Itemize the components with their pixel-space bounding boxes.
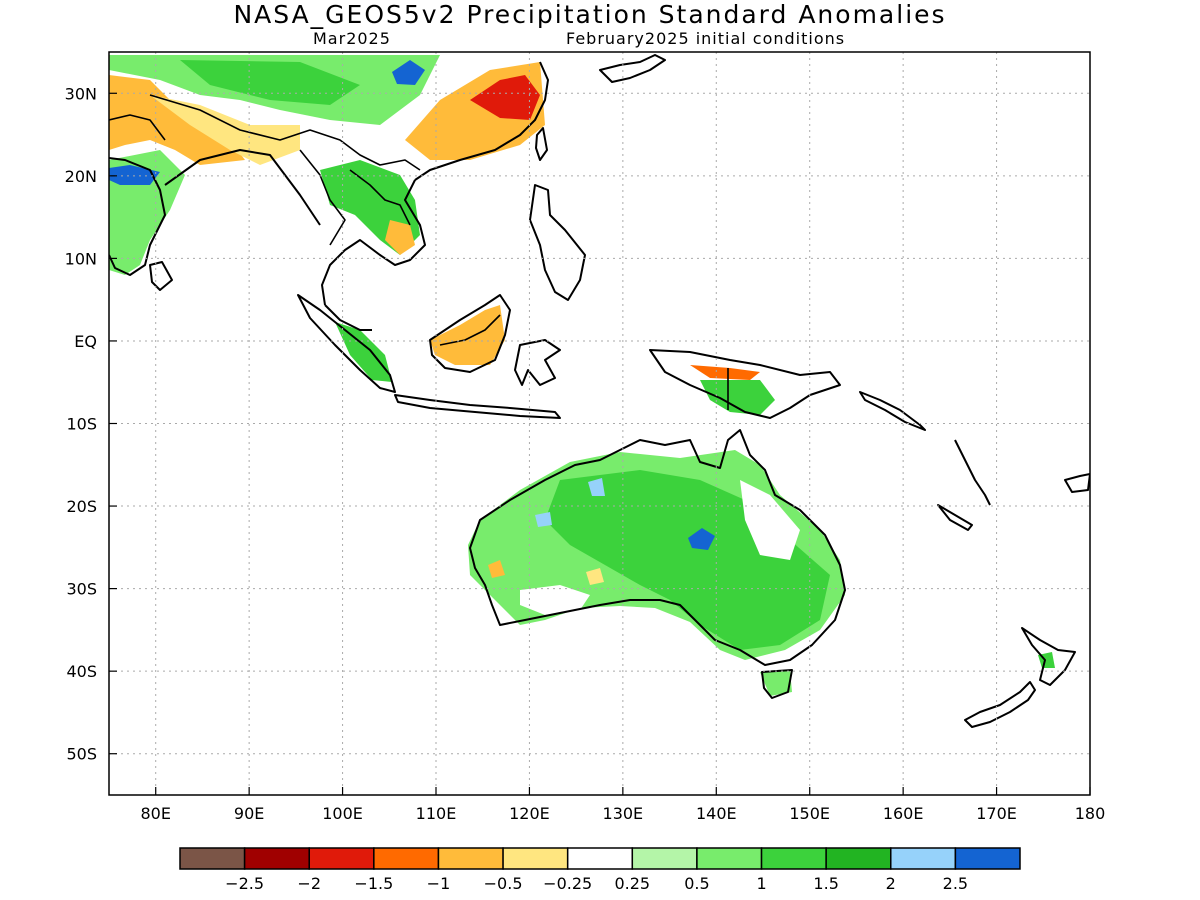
anomaly-tasmania-wet bbox=[760, 670, 792, 696]
anomaly-australia-dry-spot-1 bbox=[488, 560, 505, 578]
colorbar-swatch bbox=[373, 847, 440, 870]
latitude-tick-label: 10S bbox=[66, 415, 97, 434]
anomaly-australia-neutral bbox=[740, 480, 800, 560]
ocean-background bbox=[109, 52, 1090, 795]
colorbar-swatch bbox=[179, 847, 246, 870]
anomaly-australia-wet-spot-center bbox=[688, 528, 715, 550]
border-myanmar bbox=[299, 149, 346, 246]
longitude-tick-label: 180 bbox=[1075, 804, 1106, 823]
colorbar-label: −2.5 bbox=[225, 874, 264, 893]
colorbar: −2.5 −2 −1.5 −1 −0.5 −0.25 0.25 0.5 1 1.5 2 2.5 bbox=[179, 847, 1021, 893]
latitude-tick-label: 50S bbox=[66, 745, 97, 764]
latitude-tick-label: 30N bbox=[65, 84, 97, 103]
coastline-sri-lanka bbox=[149, 261, 173, 291]
longitude-tick-label: 150E bbox=[789, 804, 830, 823]
coastline-india bbox=[109, 157, 166, 276]
colorbar-swatch bbox=[437, 847, 504, 870]
colorbar-swatch bbox=[825, 847, 892, 870]
anomaly-east-china-very-dry bbox=[470, 75, 540, 120]
coastline-philippines bbox=[529, 184, 586, 301]
longitude-tick-label: 90E bbox=[234, 804, 264, 823]
longitude-tick-label: 140E bbox=[696, 804, 737, 823]
latitude-tick-label: 30S bbox=[66, 580, 97, 599]
longitude-tick-label: 120E bbox=[509, 804, 550, 823]
map-title: NASA_GEOS5v2 Precipitation Standard Anom… bbox=[233, 0, 947, 29]
anomaly-new-guinea-wet bbox=[700, 380, 775, 415]
longitude-axis: 80E 90E 100E 110E 120E 130E 140E 150E 160E 170E 18… bbox=[140, 787, 1105, 823]
border-india-west bbox=[109, 114, 166, 141]
coastline-sumatra bbox=[297, 294, 396, 393]
anomaly-tibet-wet-spot bbox=[392, 60, 425, 85]
gridlines bbox=[109, 52, 1090, 795]
latitude-tick-label: 40S bbox=[66, 662, 97, 681]
anomaly-india-dry bbox=[109, 75, 245, 165]
colorbar-swatch bbox=[308, 847, 375, 870]
colorbar-label: −0.5 bbox=[484, 874, 523, 893]
map-content bbox=[109, 52, 1090, 795]
coastline-borneo bbox=[429, 294, 511, 373]
colorbar-label: 0.5 bbox=[684, 874, 709, 893]
forecast-month: Mar2025 bbox=[313, 29, 391, 48]
colorbar-label: 2 bbox=[886, 874, 896, 893]
anomaly-sumatra-wet bbox=[335, 322, 392, 382]
coastline-australia bbox=[469, 429, 846, 666]
longitude-tick-label: 170E bbox=[976, 804, 1017, 823]
latitude-tick-label: 20N bbox=[65, 167, 97, 186]
colorbar-label: −1.5 bbox=[354, 874, 393, 893]
colorbar-label: 1.5 bbox=[813, 874, 838, 893]
coastline-new-caledonia bbox=[937, 504, 973, 531]
colorbar-swatch bbox=[566, 847, 634, 870]
anomaly-australia-wet-spot-west bbox=[535, 512, 552, 527]
coastline-vanuatu bbox=[954, 439, 991, 506]
coastline-new-zealand-south bbox=[964, 681, 1036, 728]
anomaly-new-guinea-dry bbox=[690, 365, 760, 380]
colorbar-label: 0.25 bbox=[614, 874, 650, 893]
longitude-tick-label: 160E bbox=[883, 804, 924, 823]
colorbar-swatch bbox=[243, 847, 310, 870]
coastline-sulawesi bbox=[514, 339, 561, 386]
coastline-taiwan bbox=[535, 127, 548, 161]
border-himalaya bbox=[149, 94, 421, 171]
latitude-tick-label: 10N bbox=[65, 249, 97, 268]
anomaly-himalaya-dry bbox=[150, 95, 300, 165]
longitude-tick-label: 130E bbox=[603, 804, 644, 823]
colorbar-label: −2 bbox=[297, 874, 321, 893]
anomaly-indochina-dry bbox=[385, 220, 415, 255]
latitude-tick-label: 20S bbox=[66, 497, 97, 516]
coastline-fiji bbox=[1064, 473, 1090, 493]
latitude-tick-label: EQ bbox=[74, 332, 97, 351]
anomaly-borneo-dry bbox=[430, 305, 505, 365]
colorbar-swatch bbox=[890, 847, 957, 870]
colorbar-swatch bbox=[954, 847, 1021, 870]
border-borneo bbox=[439, 314, 501, 346]
initial-conditions: February2025 initial conditions bbox=[566, 29, 846, 48]
coastline-china-east bbox=[414, 61, 549, 181]
anomaly-australia-wet-spot-north bbox=[588, 478, 605, 496]
colorbar-swatch bbox=[696, 847, 763, 870]
colorbar-label: −1 bbox=[427, 874, 451, 893]
colorbar-label: 1 bbox=[756, 874, 766, 893]
colorbar-swatch bbox=[502, 847, 569, 870]
coastline-malay bbox=[324, 304, 372, 331]
longitude-tick-label: 110E bbox=[416, 804, 457, 823]
coastline-indochina bbox=[321, 179, 426, 306]
anomaly-australia-neutral-sw bbox=[520, 585, 590, 615]
longitude-tick-label: 80E bbox=[140, 804, 170, 823]
colorbar-label: −0.25 bbox=[543, 874, 592, 893]
anomaly-australia-dry-spot-2 bbox=[586, 568, 604, 585]
colorbar-swatch bbox=[631, 847, 698, 870]
coastline-bay-of-bengal bbox=[164, 149, 321, 226]
coastline-java bbox=[394, 394, 561, 419]
colorbar-swatch bbox=[760, 847, 827, 870]
colorbar-label: 2.5 bbox=[943, 874, 968, 893]
latitude-axis: 30N 20N 10N EQ 10S 20S 30S 40S 50S bbox=[65, 84, 117, 764]
border-thailand-laos bbox=[349, 169, 411, 226]
longitude-tick-label: 100E bbox=[322, 804, 363, 823]
coastline-tasmania bbox=[761, 669, 793, 699]
anomaly-india-wet-spot bbox=[109, 165, 160, 185]
coastline-new-zealand-north bbox=[1021, 627, 1076, 686]
coastline-japan bbox=[599, 54, 666, 83]
coastline-solomons bbox=[859, 391, 926, 431]
